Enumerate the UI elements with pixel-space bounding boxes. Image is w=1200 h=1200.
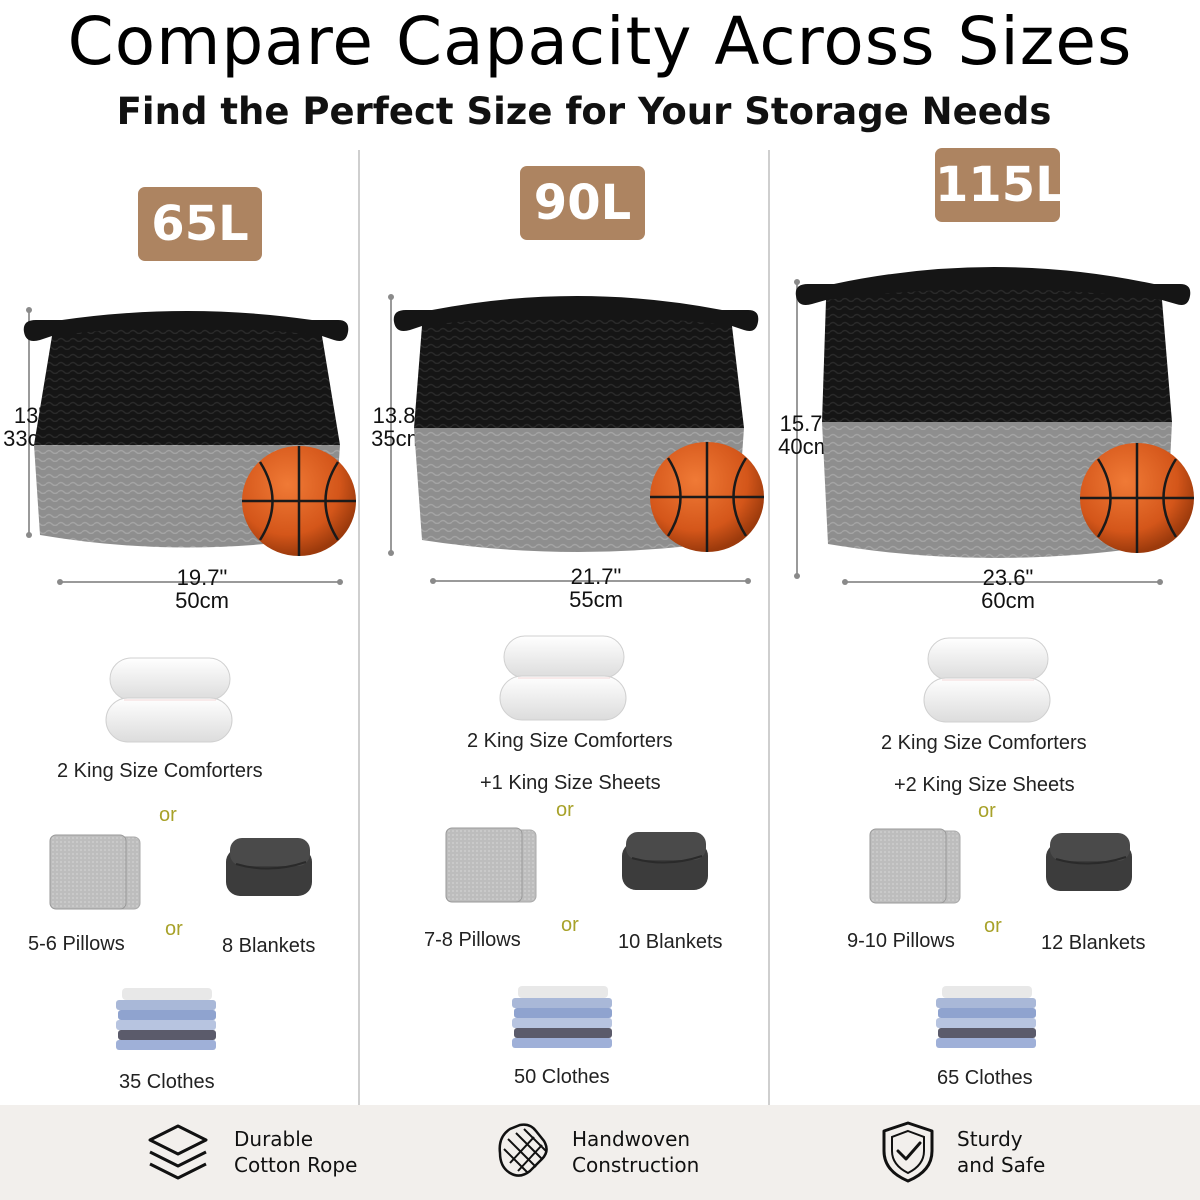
feature-item: Handwoven Construction xyxy=(486,1105,746,1200)
column-divider xyxy=(358,150,360,1105)
height-dimension-line xyxy=(26,307,32,538)
clothes-stack-icon xyxy=(936,986,1036,1048)
clothes-capacity: 65 Clothes xyxy=(937,1067,1033,1089)
page-title: Compare Capacity Across Sizes xyxy=(67,3,1133,80)
layers-icon xyxy=(148,1124,208,1180)
basket-image xyxy=(23,311,349,548)
height-dimension-line xyxy=(794,279,800,579)
sheets-capacity: +1 King Size Sheets xyxy=(480,772,661,794)
or-separator: or xyxy=(984,915,1002,937)
comforters-capacity: 2 King Size Comforters xyxy=(57,760,263,782)
size-column-65l: 65L 13" 33cm 19.7" 50cm 2 King Size Comfor… xyxy=(0,0,400,1105)
height-label: 13.8" 35cm xyxy=(371,403,425,451)
sheets-capacity: +2 King Size Sheets xyxy=(894,774,1075,796)
height-dimension-line xyxy=(388,294,394,556)
clothes-stack-icon xyxy=(512,986,612,1048)
size-column-115l: 115L 15.7" 40cm 23.6" 60cm 2 King Size Com… xyxy=(778,0,1200,1105)
width-label: 21.7" 55cm xyxy=(569,564,623,612)
comforters-capacity: 2 King Size Comforters xyxy=(881,732,1087,754)
features-bar: Durable Cotton Rope Handwoven Construction… xyxy=(0,1105,1200,1200)
width-dimension-line xyxy=(57,579,343,585)
pillows-capacity: 9-10 Pillows xyxy=(847,930,955,952)
basketball-icon xyxy=(242,446,356,556)
or-separator: or xyxy=(978,800,996,822)
blankets-capacity: 12 Blankets xyxy=(1041,932,1146,954)
comforters-capacity: 2 King Size Comforters xyxy=(467,730,673,752)
width-dimension-line xyxy=(842,579,1163,585)
page-subtitle: Find the Perfect Size for Your Storage N… xyxy=(116,90,1052,133)
size-column-90l: 90L 13.8" 35cm 21.7" 55cm 2 King Size Comf… xyxy=(371,0,780,1105)
feature-label: Sturdy and Safe xyxy=(957,1127,1046,1177)
column-divider xyxy=(768,150,770,1105)
capacity-badge: 65L xyxy=(138,187,262,261)
basket-image xyxy=(795,267,1191,558)
pillows-icon xyxy=(49,834,141,910)
comforter-icon xyxy=(923,637,1051,723)
feature-item: Sturdy and Safe xyxy=(876,1105,1136,1200)
basketball-icon xyxy=(650,442,764,552)
pillows-capacity: 5-6 Pillows xyxy=(28,933,125,955)
or-separator: or xyxy=(556,799,574,821)
feature-label: Handwoven Construction xyxy=(572,1127,700,1177)
capacity-badge: 115L xyxy=(935,148,1066,222)
or-separator: or xyxy=(159,804,177,826)
blankets-capacity: 10 Blankets xyxy=(618,931,723,953)
pillows-icon xyxy=(445,827,537,903)
pillows-icon xyxy=(869,828,961,904)
basketball-icon xyxy=(1080,443,1194,553)
blankets-icon xyxy=(622,832,708,890)
comforter-icon xyxy=(499,635,627,721)
or-separator: or xyxy=(165,918,183,940)
width-label: 19.7" 50cm xyxy=(175,565,229,613)
capacity-badge: 90L xyxy=(520,166,645,240)
or-separator: or xyxy=(561,914,579,936)
blankets-icon xyxy=(1046,833,1132,891)
comforter-icon xyxy=(105,657,233,743)
width-dimension-line xyxy=(430,578,751,584)
clothes-capacity: 35 Clothes xyxy=(119,1071,215,1093)
blankets-capacity: 8 Blankets xyxy=(222,935,316,957)
clothes-stack-icon xyxy=(116,988,216,1050)
shield-check-icon xyxy=(882,1121,934,1183)
weave-hand-icon xyxy=(498,1123,548,1177)
height-label: 15.7" 40cm xyxy=(778,411,832,459)
clothes-capacity: 50 Clothes xyxy=(514,1066,610,1088)
feature-label: Durable Cotton Rope xyxy=(234,1127,358,1177)
feature-item: Durable Cotton Rope xyxy=(140,1105,400,1200)
width-label: 23.6" 60cm xyxy=(981,565,1035,613)
pillows-capacity: 7-8 Pillows xyxy=(424,929,521,951)
blankets-icon xyxy=(226,838,312,896)
